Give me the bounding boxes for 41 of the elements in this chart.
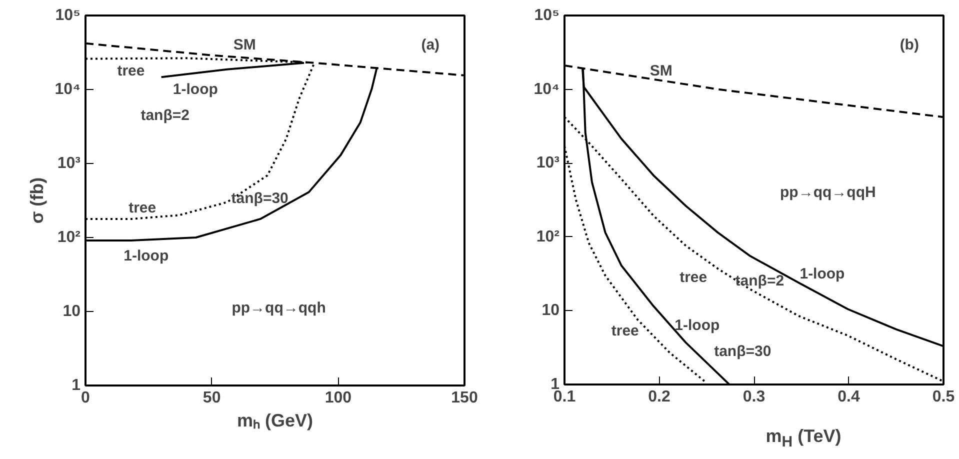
x-tick-label: 0.4 — [838, 388, 860, 406]
annotation: pp→qq→qqh — [232, 299, 326, 316]
x-tick-label: 100 — [324, 390, 352, 406]
y-tick-label: 10⁴ — [54, 81, 81, 98]
annotation: 1-loop — [800, 265, 845, 282]
y-tick-label: 10⁴ — [534, 80, 560, 98]
y-tick-label: 1 — [72, 377, 81, 394]
annotation: 1-loop — [172, 81, 218, 98]
annotation: tanβ=2 — [735, 272, 784, 290]
x-tick-label: 0 — [81, 390, 90, 406]
x-tick-label: 0.2 — [648, 388, 670, 406]
y-tick-label: 10³ — [57, 155, 80, 172]
y-tick-label: 10⁵ — [534, 7, 560, 24]
x-tick-label: 0.3 — [742, 388, 766, 406]
annotation: tree — [117, 62, 145, 80]
annotation: tree — [611, 322, 639, 340]
y-tick-label: 10² — [536, 228, 560, 246]
annotation: tanβ=30 — [231, 190, 288, 208]
x-tick-label: 150 — [451, 390, 478, 406]
annotation: (a) — [421, 36, 440, 54]
annotation: (b) — [900, 36, 919, 54]
annotation: tree — [128, 199, 156, 216]
annotation: tanβ=30 — [714, 342, 772, 360]
y-tick-label: 10 — [542, 302, 560, 320]
annotation: tree — [680, 268, 708, 286]
y-tick-label: 10² — [57, 229, 80, 246]
annotation: tanβ=2 — [140, 106, 190, 124]
x-tick-label: 50 — [202, 390, 221, 406]
annotation: 1-loop — [124, 248, 169, 264]
y-tick-label: 10³ — [536, 154, 560, 172]
y-tick-label: 10 — [62, 303, 81, 320]
annotation: SM — [650, 62, 672, 80]
x-axis-title: m$_{H}$ (TeV) — [766, 425, 842, 453]
y-axis-title: σ (fb) — [26, 177, 47, 224]
x-axis-title: mₕ (GeV) — [236, 410, 314, 430]
x-tick-label: 0.1 — [553, 388, 576, 406]
x-tick-label: 0.5 — [932, 388, 955, 406]
annotation: pp→qq→qqH — [780, 184, 876, 202]
annotation: SM — [233, 36, 256, 54]
y-tick-label: 10⁵ — [55, 7, 80, 24]
annotation: 1-loop — [674, 316, 720, 334]
